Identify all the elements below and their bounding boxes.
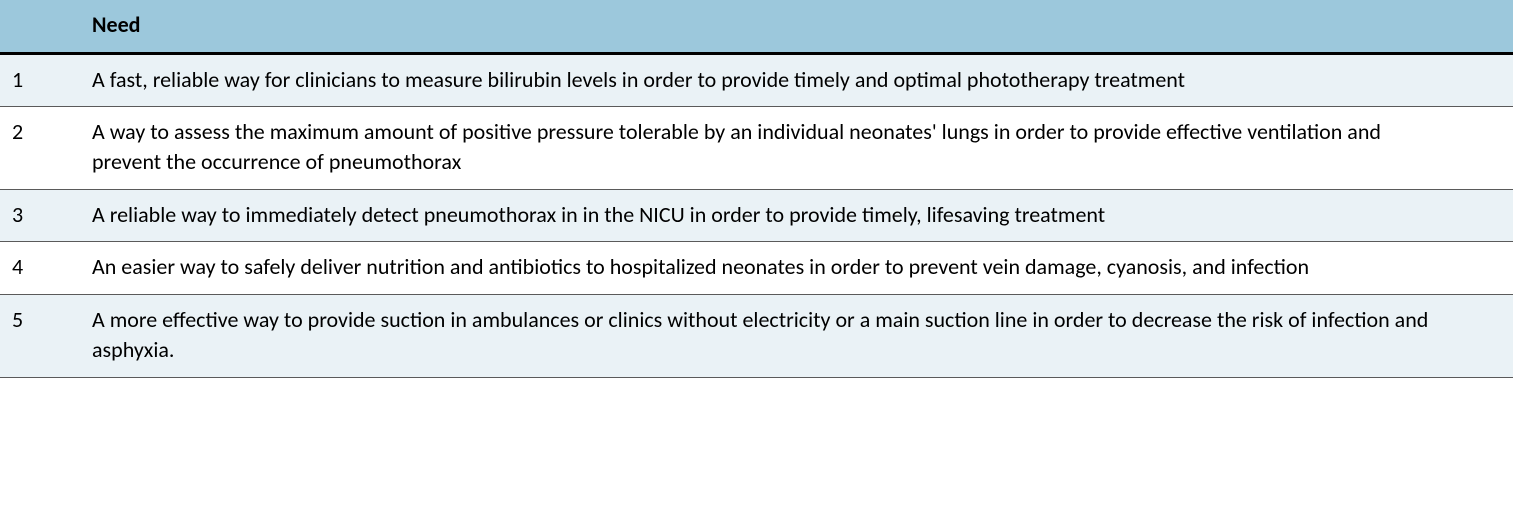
row-pad xyxy=(1453,295,1513,377)
row-need-text: A fast, reliable way for clinicians to m… xyxy=(80,53,1453,107)
row-number: 5 xyxy=(0,295,80,377)
header-blank xyxy=(0,0,80,53)
row-number: 1 xyxy=(0,53,80,107)
table-header-row: Need xyxy=(0,0,1513,53)
table-row: 2A way to assess the maximum amount of p… xyxy=(0,107,1513,189)
row-number: 3 xyxy=(0,189,80,242)
row-pad xyxy=(1453,107,1513,189)
table-row: 3A reliable way to immediately detect pn… xyxy=(0,189,1513,242)
table-row: 5A more effective way to provide suction… xyxy=(0,295,1513,377)
row-pad xyxy=(1453,53,1513,107)
row-number: 4 xyxy=(0,242,80,295)
row-need-text: A more effective way to provide suction … xyxy=(80,295,1453,377)
row-need-text: A reliable way to immediately detect pne… xyxy=(80,189,1453,242)
table-row: 4An easier way to safely deliver nutriti… xyxy=(0,242,1513,295)
needs-table: Need 1A fast, reliable way for clinician… xyxy=(0,0,1513,378)
row-pad xyxy=(1453,189,1513,242)
row-number: 2 xyxy=(0,107,80,189)
header-pad xyxy=(1453,0,1513,53)
header-need: Need xyxy=(80,0,1453,53)
table-body: 1A fast, reliable way for clinicians to … xyxy=(0,53,1513,377)
row-need-text: An easier way to safely deliver nutritio… xyxy=(80,242,1453,295)
row-need-text: A way to assess the maximum amount of po… xyxy=(80,107,1453,189)
table-row: 1A fast, reliable way for clinicians to … xyxy=(0,53,1513,107)
row-pad xyxy=(1453,242,1513,295)
